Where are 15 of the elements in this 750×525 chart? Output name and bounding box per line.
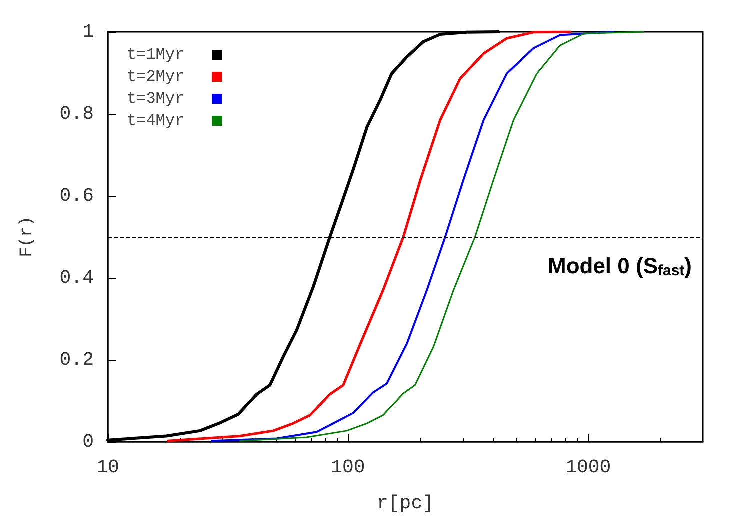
y-tick-label: 0 [82, 431, 94, 453]
x-tick-label: 10 [96, 456, 120, 478]
legend-label: t=4Myr [127, 112, 185, 130]
y-tick-label: 0.4 [60, 267, 94, 289]
y-tick-label: 0.8 [60, 103, 94, 125]
y-tick-label: 0.2 [60, 349, 94, 371]
x-tick-label: 100 [331, 456, 366, 478]
y-tick-label: 1 [82, 21, 94, 43]
x-tick-label: 1000 [566, 456, 612, 478]
y-axis-title: F(r) [18, 216, 37, 258]
legend-label: t=1Myr [127, 46, 185, 64]
y-tick-label: 0.6 [60, 185, 94, 207]
legend-label: t=3Myr [127, 90, 185, 108]
x-axis-title: r[pc] [376, 492, 434, 514]
legend-label: t=2Myr [127, 68, 185, 86]
